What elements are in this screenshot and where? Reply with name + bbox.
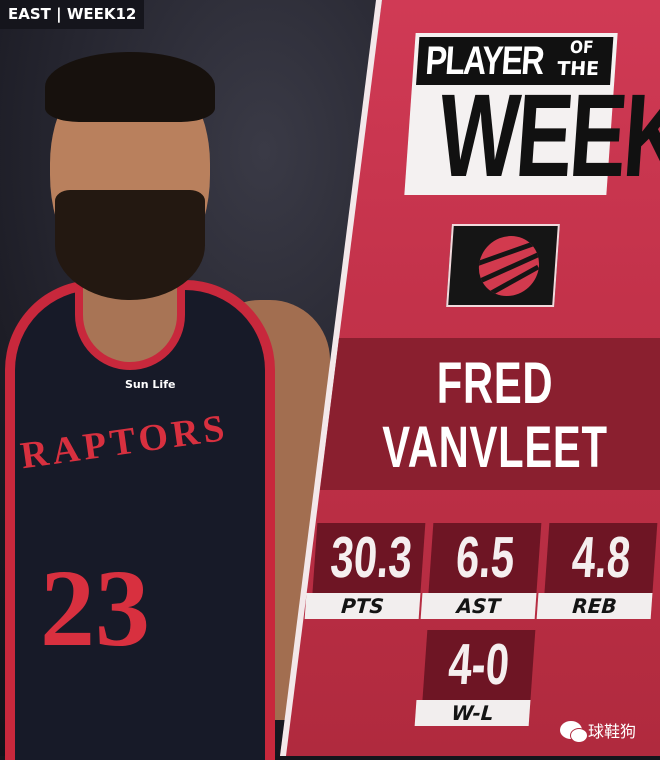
- stat-value: 4-0: [446, 632, 512, 697]
- name-band: [320, 338, 660, 490]
- player-first-name: FRED: [436, 351, 554, 416]
- stat-reb: 4.8 REB: [536, 523, 658, 619]
- team-logo: [446, 224, 560, 307]
- stat-value: 30.3: [328, 525, 415, 590]
- stat-value: 6.5: [453, 525, 517, 590]
- jersey-sponsor: Sun Life: [125, 378, 176, 391]
- stat-label: REB: [536, 593, 653, 619]
- beard: [55, 190, 205, 300]
- stat-label: W-L: [414, 700, 531, 726]
- stat-label: AST: [420, 593, 537, 619]
- raptors-basketball-claw-icon: [476, 236, 542, 296]
- watermark-text: 球鞋狗: [588, 722, 637, 741]
- stat-label: PTS: [304, 593, 421, 619]
- stat-wl: 4-0 W-L: [414, 630, 536, 726]
- watermark: 球鞋狗: [560, 718, 637, 743]
- stat-value: 4.8: [569, 525, 633, 590]
- jersey-number: 23: [40, 547, 150, 669]
- conference-week-tag: EAST | WEEK12: [0, 0, 145, 29]
- stat-pts: 30.3 PTS: [304, 523, 426, 619]
- player-last-name: VANVLEET: [382, 415, 608, 480]
- wechat-icon: [560, 721, 588, 743]
- player-of-the-week-title: PLAYER OF THE WEEK: [404, 33, 660, 202]
- title-week: WEEK: [434, 70, 660, 202]
- stat-ast: 6.5 AST: [420, 523, 542, 619]
- hair: [45, 52, 215, 122]
- title-of: OF: [569, 38, 595, 58]
